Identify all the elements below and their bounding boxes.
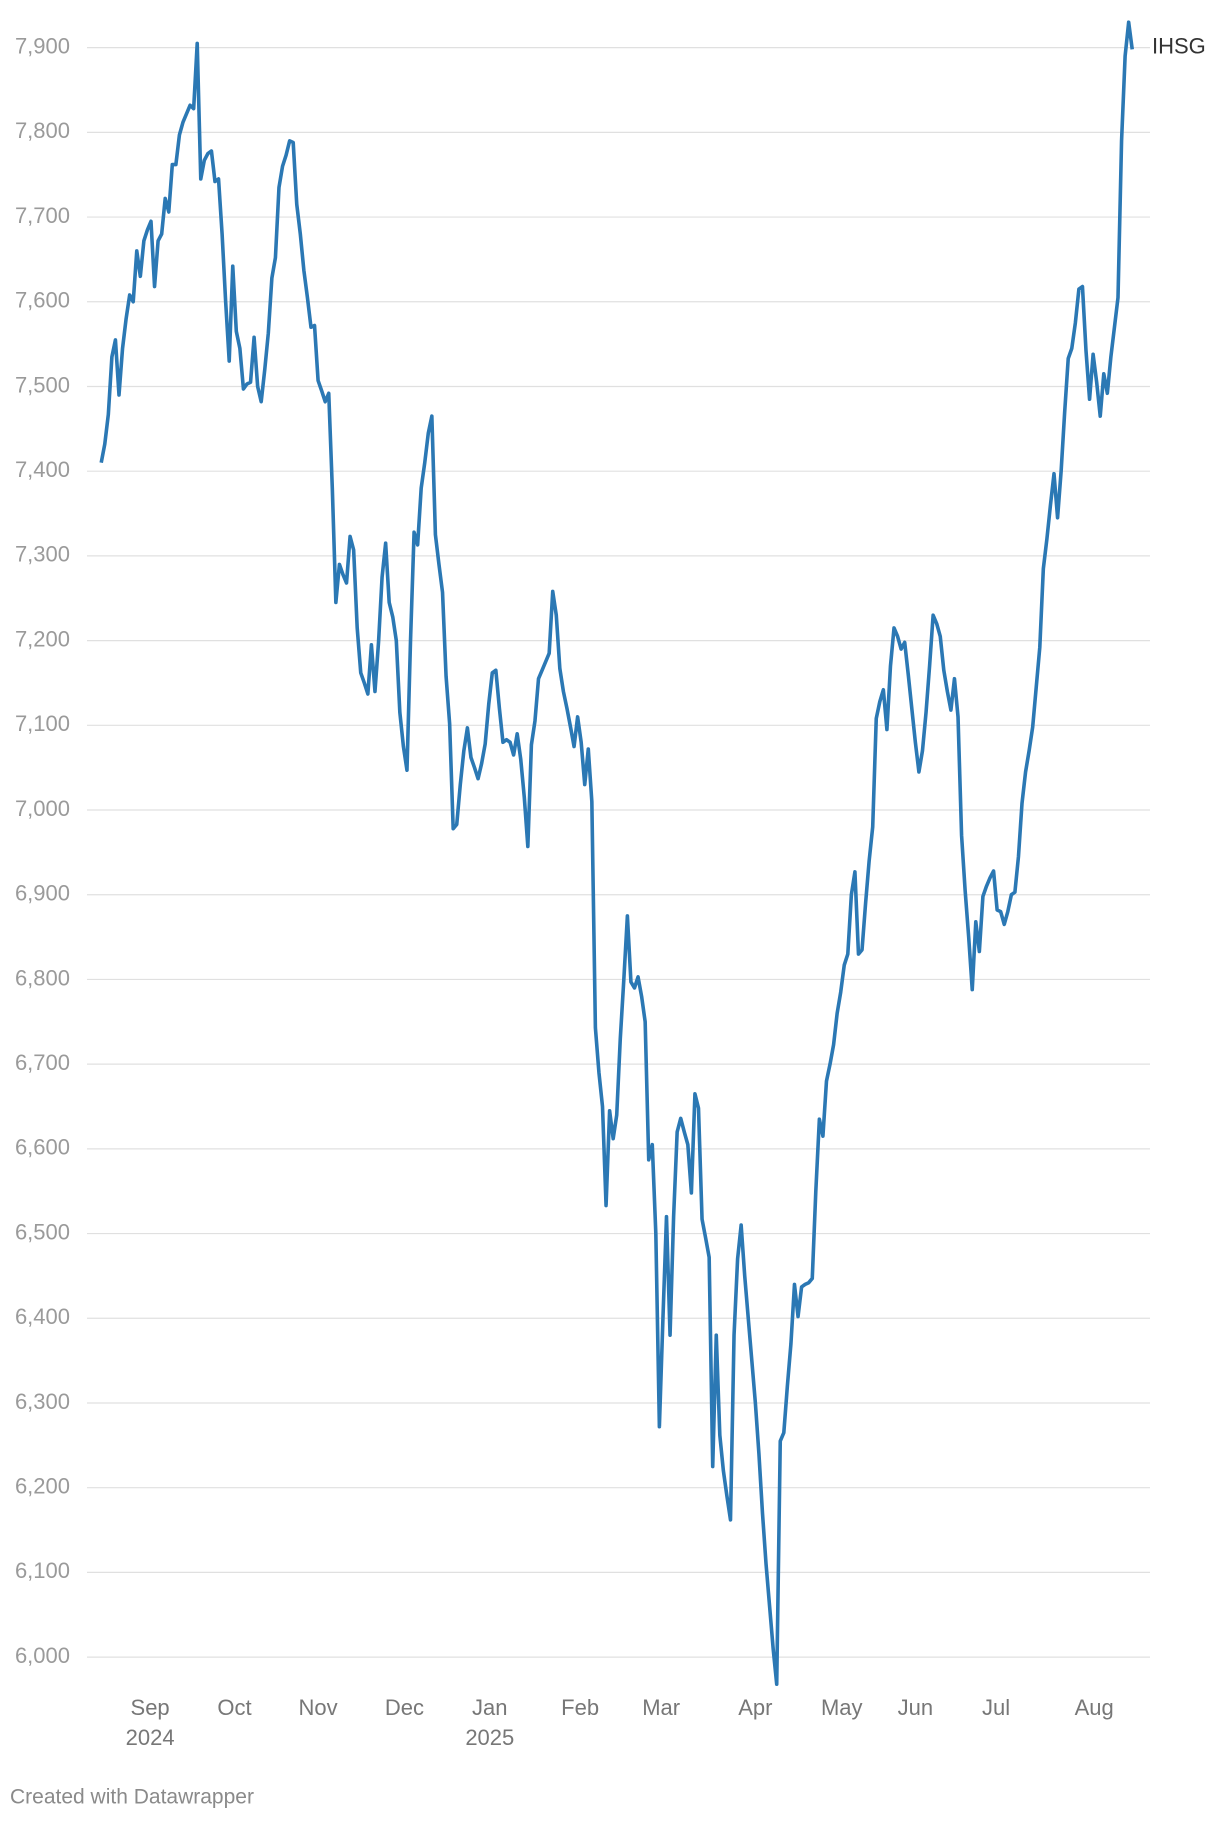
x-tick-label: Nov	[299, 1695, 338, 1720]
series-label: IHSG	[1152, 33, 1206, 58]
x-tick-label: Mar	[642, 1695, 680, 1720]
y-tick-label: 7,700	[15, 203, 70, 228]
y-tick-label: 6,600	[15, 1135, 70, 1160]
y-tick-label: 7,800	[15, 118, 70, 143]
y-tick-label: 6,300	[15, 1389, 70, 1414]
y-tick-label: 7,500	[15, 372, 70, 397]
footer: Created with Datawrapper	[10, 1786, 254, 1809]
x-tick-label: Jun	[898, 1695, 933, 1720]
y-tick-label: 6,800	[15, 965, 70, 990]
y-tick-label: 6,000	[15, 1643, 70, 1668]
y-tick-label: 7,900	[15, 33, 70, 58]
y-tick-label: 7,200	[15, 626, 70, 651]
y-tick-label: 6,700	[15, 1050, 70, 1075]
y-tick-label: 7,000	[15, 796, 70, 821]
y-tick-label: 6,200	[15, 1474, 70, 1499]
y-tick-label: 7,600	[15, 288, 70, 313]
x-tick-label: Apr	[738, 1695, 772, 1720]
y-tick-label: 6,400	[15, 1304, 70, 1329]
x-tick-label: Sep 2024	[126, 1695, 175, 1750]
y-tick-label: 6,100	[15, 1558, 70, 1583]
x-tick-label: Dec	[385, 1695, 424, 1720]
y-tick-label: 6,900	[15, 881, 70, 906]
x-tick-label: Aug	[1075, 1695, 1114, 1720]
y-tick-label: 7,100	[15, 711, 70, 736]
line	[99, 20, 1135, 1687]
x-tick-label: Oct	[217, 1695, 251, 1720]
y-tick-label: 7,400	[15, 457, 70, 482]
y-tick-label: 6,500	[15, 1219, 70, 1244]
x-tick-label: Jul	[982, 1695, 1010, 1720]
y-tick-label: 7,300	[15, 542, 70, 567]
x-tick-label: May	[821, 1695, 863, 1720]
x-tick-label: Jan 2025	[465, 1695, 514, 1750]
x-tick-label: Feb	[561, 1695, 599, 1720]
